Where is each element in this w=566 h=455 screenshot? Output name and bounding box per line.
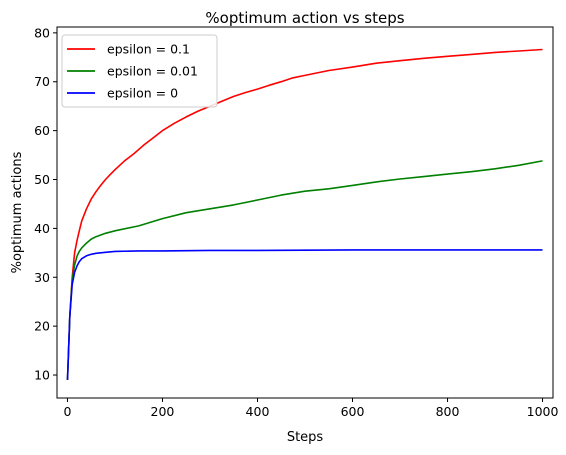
y-tick-label: 70	[34, 74, 50, 89]
x-axis-label: Steps	[287, 430, 324, 445]
y-axis-ticks: 10 20 30 40 50 60 70 80	[34, 25, 57, 383]
series-line-1	[66, 160, 543, 380]
y-tick-label: 10	[34, 368, 50, 383]
y-tick-label: 30	[34, 270, 50, 285]
y-tick-label: 20	[34, 319, 50, 334]
legend-label-0: epsilon = 0.1	[107, 42, 190, 57]
y-axis-label: %optimum actions	[10, 151, 25, 273]
y-tick-label: 80	[34, 25, 50, 40]
chart-title: %optimum action vs steps	[205, 9, 404, 27]
axes-frame	[56, 26, 554, 399]
x-tick-label: 400	[246, 404, 270, 419]
series-layer	[66, 48, 543, 380]
x-tick-label: 200	[151, 404, 175, 419]
legend-box	[61, 34, 218, 108]
y-tick-label: 60	[34, 123, 50, 138]
x-tick-label: 1000	[527, 404, 559, 419]
x-tick-label: 800	[436, 404, 460, 419]
x-axis-ticks: 0 200 400 600 800 1000	[63, 398, 559, 419]
legend-label-1: epsilon = 0.01	[107, 64, 198, 79]
x-tick-label: 0	[63, 404, 71, 419]
legend-label-2: epsilon = 0	[107, 86, 178, 101]
series-line-0	[66, 48, 543, 380]
series-line-2	[66, 249, 543, 380]
x-tick-label: 600	[341, 404, 365, 419]
y-tick-label: 40	[34, 221, 50, 236]
legend: epsilon = 0.1 epsilon = 0.01 epsilon = 0	[61, 34, 218, 108]
y-tick-label: 50	[34, 172, 50, 187]
